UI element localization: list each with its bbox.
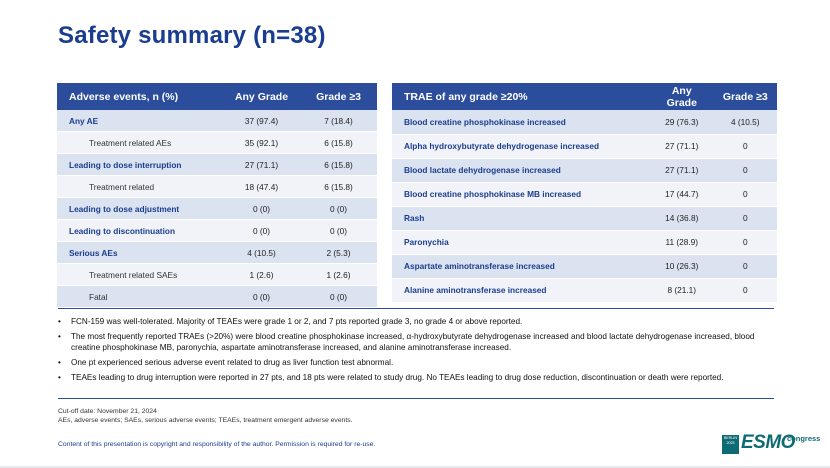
- grade3-cell: 0: [713, 182, 777, 207]
- summary-bullets: FCN-159 was well-tolerated. Majority of …: [58, 316, 774, 387]
- grade3-cell: 0: [713, 206, 777, 231]
- bullet-item: The most frequently reported TRAEs (>20%…: [58, 331, 774, 353]
- any-grade-cell: 4 (10.5): [223, 241, 300, 264]
- logo-badge: BERLIN 2025: [722, 435, 739, 454]
- column-header: Any Grade: [223, 83, 300, 110]
- row-label: Leading to dose adjustment: [57, 197, 223, 220]
- grade3-cell: 6 (15.8): [300, 131, 377, 154]
- any-grade-cell: 35 (92.1): [223, 131, 300, 154]
- table-row: Treatment related SAEs 1 (2.6) 1 (2.6): [57, 263, 377, 286]
- adverse-events-table: Adverse events, n (%) Any Grade Grade ≥3…: [57, 83, 377, 308]
- any-grade-cell: 1 (2.6): [223, 263, 300, 286]
- logo-city: BERLIN: [724, 436, 737, 440]
- column-header: TRAE of any grade ≥20%: [392, 83, 650, 110]
- row-label: Leading to dose interruption: [57, 153, 223, 176]
- row-label: Treatment related: [57, 175, 223, 198]
- row-label: Serious AEs: [57, 241, 223, 264]
- row-label: Alpha hydroxybutyrate dehydrogenase incr…: [392, 134, 650, 159]
- table-row: Blood creatine phosphokinase increased 2…: [392, 110, 777, 135]
- bullet-item: One pt experienced serious adverse event…: [58, 357, 774, 368]
- any-grade-cell: 11 (28.9): [650, 230, 714, 255]
- column-header: Any Grade: [650, 83, 714, 110]
- column-header: Grade ≥3: [713, 83, 777, 110]
- footer-divider: [0, 466, 830, 468]
- table-row: Alanine aminotransferase increased 8 (21…: [392, 278, 777, 303]
- grade3-cell: 0 (0): [300, 285, 377, 308]
- abbreviations: AEs, adverse events; SAEs, serious adver…: [58, 417, 353, 424]
- row-label: Rash: [392, 206, 650, 231]
- table-row: Leading to dose adjustment 0 (0) 0 (0): [57, 197, 377, 220]
- trae-table: TRAE of any grade ≥20% Any Grade Grade ≥…: [392, 83, 777, 303]
- any-grade-cell: 18 (47.4): [223, 175, 300, 198]
- any-grade-cell: 27 (71.1): [650, 134, 714, 159]
- any-grade-cell: 37 (97.4): [223, 110, 300, 132]
- any-grade-cell: 14 (36.8): [650, 206, 714, 231]
- row-label: Blood creatine phosphokinase MB increase…: [392, 182, 650, 207]
- table-row: Treatment related 18 (47.4) 6 (15.8): [57, 175, 377, 198]
- row-label: Paronychia: [392, 230, 650, 255]
- any-grade-cell: 10 (26.3): [650, 254, 714, 279]
- row-label: Any AE: [57, 110, 223, 132]
- row-label: Alanine aminotransferase increased: [392, 278, 650, 303]
- table-row: Treatment related AEs 35 (92.1) 6 (15.8): [57, 131, 377, 154]
- bullet-item: TEAEs leading to drug interruption were …: [58, 372, 774, 383]
- grade3-cell: 6 (15.8): [300, 153, 377, 176]
- footnote: Cut-off date: November 21, 2024 AEs, adv…: [58, 407, 353, 425]
- table-row: Leading to discontinuation 0 (0) 0 (0): [57, 219, 377, 242]
- table-row: Blood lactate dehydrogenase increased 27…: [392, 158, 777, 183]
- logo-wordmark: ESMO: [741, 432, 795, 453]
- grade3-cell: 0: [713, 134, 777, 159]
- grade3-cell: 0: [713, 158, 777, 183]
- table-row: Blood creatine phosphokinase MB increase…: [392, 182, 777, 207]
- any-grade-cell: 0 (0): [223, 219, 300, 242]
- any-grade-cell: 17 (44.7): [650, 182, 714, 207]
- grade3-cell: 0: [713, 230, 777, 255]
- table-row: Fatal 0 (0) 0 (0): [57, 285, 377, 308]
- table-row: Serious AEs 4 (10.5) 2 (5.3): [57, 241, 377, 264]
- logo-year: 2025: [726, 440, 735, 445]
- table-row: Paronychia 11 (28.9) 0: [392, 230, 777, 255]
- any-grade-cell: 27 (71.1): [223, 153, 300, 176]
- column-header: Grade ≥3: [300, 83, 377, 110]
- bullet-item: FCN-159 was well-tolerated. Majority of …: [58, 316, 774, 327]
- section-divider: [58, 398, 774, 399]
- table-row: Aspartate aminotransferase increased 10 …: [392, 254, 777, 279]
- any-grade-cell: 27 (71.1): [650, 158, 714, 183]
- grade3-cell: 0: [713, 254, 777, 279]
- grade3-cell: 1 (2.6): [300, 263, 377, 286]
- table-row: Rash 14 (36.8) 0: [392, 206, 777, 231]
- row-label: Treatment related AEs: [57, 131, 223, 154]
- row-label: Fatal: [57, 285, 223, 308]
- grade3-cell: 4 (10.5): [713, 110, 777, 135]
- grade3-cell: 0 (0): [300, 219, 377, 242]
- page-title: Safety summary (n=38): [58, 22, 326, 49]
- grade3-cell: 0 (0): [300, 197, 377, 220]
- logo-suffix: congress: [787, 434, 821, 443]
- grade3-cell: 2 (5.3): [300, 241, 377, 264]
- grade3-cell: 6 (15.8): [300, 175, 377, 198]
- row-label: Aspartate aminotransferase increased: [392, 254, 650, 279]
- row-label: Leading to discontinuation: [57, 219, 223, 242]
- table-header-row: TRAE of any grade ≥20% Any Grade Grade ≥…: [392, 83, 777, 110]
- column-header: Adverse events, n (%): [57, 83, 223, 110]
- any-grade-cell: 29 (76.3): [650, 110, 714, 135]
- any-grade-cell: 8 (21.1): [650, 278, 714, 303]
- copyright-notice: Content of this presentation is copyrigh…: [58, 441, 376, 448]
- section-divider: [58, 308, 774, 309]
- cutoff-date: Cut-off date: November 21, 2024: [58, 408, 157, 415]
- grade3-cell: 7 (18.4): [300, 110, 377, 132]
- table-row: Any AE 37 (97.4) 7 (18.4): [57, 110, 377, 132]
- table-row: Alpha hydroxybutyrate dehydrogenase incr…: [392, 134, 777, 159]
- any-grade-cell: 0 (0): [223, 197, 300, 220]
- esmo-congress-logo: BERLIN 2025 ESMO congress: [722, 432, 822, 458]
- table-header-row: Adverse events, n (%) Any Grade Grade ≥3: [57, 83, 377, 110]
- row-label: Blood lactate dehydrogenase increased: [392, 158, 650, 183]
- row-label: Blood creatine phosphokinase increased: [392, 110, 650, 135]
- row-label: Treatment related SAEs: [57, 263, 223, 286]
- any-grade-cell: 0 (0): [223, 285, 300, 308]
- table-row: Leading to dose interruption 27 (71.1) 6…: [57, 153, 377, 176]
- grade3-cell: 0: [713, 278, 777, 303]
